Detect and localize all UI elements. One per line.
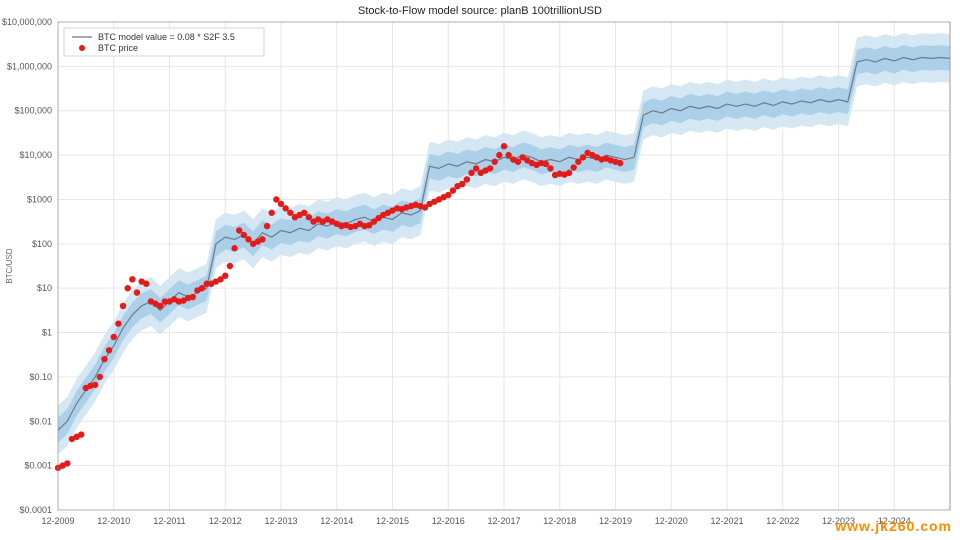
- price-point: [515, 159, 521, 165]
- price-point: [101, 356, 107, 362]
- x-tick-label: 12-2013: [264, 516, 297, 526]
- y-tick-label: $0.10: [29, 372, 52, 382]
- legend-model-label: BTC model value = 0.08 * S2F 3.5: [98, 32, 235, 42]
- price-point: [97, 374, 103, 380]
- price-point: [129, 276, 135, 282]
- stock-to-flow-chart: $0.0001 $0.001 $0.01 $0.10 $1 $10 $100 $1000 $10…: [0, 0, 960, 540]
- price-point: [134, 289, 140, 295]
- price-point: [222, 273, 228, 279]
- x-tick-label: 12-2022: [766, 516, 799, 526]
- price-point: [445, 192, 451, 198]
- x-tick-label: 12-2009: [41, 516, 74, 526]
- x-tick-label: 12-2020: [655, 516, 688, 526]
- price-point: [64, 460, 70, 466]
- price-point: [496, 152, 502, 158]
- y-tick-label: $0.001: [24, 461, 52, 471]
- price-point: [245, 236, 251, 242]
- price-point: [231, 245, 237, 251]
- x-tick-label: 12-2014: [320, 516, 353, 526]
- y-tick-label: $0.0001: [19, 505, 52, 515]
- price-point: [287, 210, 293, 216]
- price-point: [575, 159, 581, 165]
- price-point: [459, 181, 465, 187]
- price-point: [143, 281, 149, 287]
- price-point: [566, 170, 572, 176]
- price-point: [273, 196, 279, 202]
- price-point: [236, 227, 242, 233]
- price-point: [468, 170, 474, 176]
- price-point: [492, 159, 498, 165]
- price-point: [487, 165, 493, 171]
- price-point: [278, 201, 284, 207]
- price-point: [473, 165, 479, 171]
- price-point: [115, 320, 121, 326]
- price-point: [111, 334, 117, 340]
- x-tick-label: 12-2015: [376, 516, 409, 526]
- x-tick-label: 12-2017: [487, 516, 520, 526]
- price-point: [157, 303, 163, 309]
- price-point: [227, 263, 233, 269]
- y-tick-label: $10: [37, 283, 52, 293]
- price-point: [617, 160, 623, 166]
- y-tick-label: $100,000: [14, 106, 52, 116]
- x-tick-label: 12-2019: [599, 516, 632, 526]
- y-axis-label: BTC/USD: [5, 248, 14, 283]
- price-point: [505, 152, 511, 158]
- price-point: [450, 187, 456, 193]
- watermark-text: www.jk260.com: [835, 518, 952, 534]
- price-point: [264, 223, 270, 229]
- x-tick-label: 12-2010: [97, 516, 130, 526]
- price-point: [464, 176, 470, 182]
- x-tick-label: 12-2016: [432, 516, 465, 526]
- y-tick-label: $0.01: [29, 416, 52, 426]
- chart-title: Stock-to-Flow model source: planB 100tri…: [358, 5, 602, 17]
- price-point: [124, 285, 130, 291]
- y-tick-label: $10,000,000: [2, 17, 52, 27]
- price-point: [306, 214, 312, 220]
- x-tick-label: 12-2012: [209, 516, 242, 526]
- legend-price-label: BTC price: [98, 43, 138, 53]
- y-tick-label: $100: [32, 239, 52, 249]
- x-tick-label: 12-2011: [153, 516, 185, 526]
- price-point: [106, 347, 112, 353]
- price-point: [259, 236, 265, 242]
- x-tick-label: 12-2018: [543, 516, 576, 526]
- price-point: [543, 161, 549, 167]
- y-tick-label: $1,000,000: [7, 61, 52, 71]
- y-tick-label: $1: [42, 328, 52, 338]
- price-point: [580, 154, 586, 160]
- price-point: [282, 205, 288, 211]
- y-tick-label: $1000: [27, 194, 52, 204]
- price-point: [120, 303, 126, 309]
- price-point: [570, 164, 576, 170]
- price-point: [241, 232, 247, 238]
- price-point: [501, 143, 507, 149]
- legend-price-swatch: [79, 45, 85, 51]
- price-point: [269, 210, 275, 216]
- price-point: [547, 165, 553, 171]
- price-point: [92, 382, 98, 388]
- x-tick-label: 12-2021: [710, 516, 743, 526]
- price-point: [301, 210, 307, 216]
- price-point: [78, 431, 84, 437]
- y-tick-label: $10,000: [19, 150, 52, 160]
- price-point: [199, 285, 205, 291]
- price-point: [190, 294, 196, 300]
